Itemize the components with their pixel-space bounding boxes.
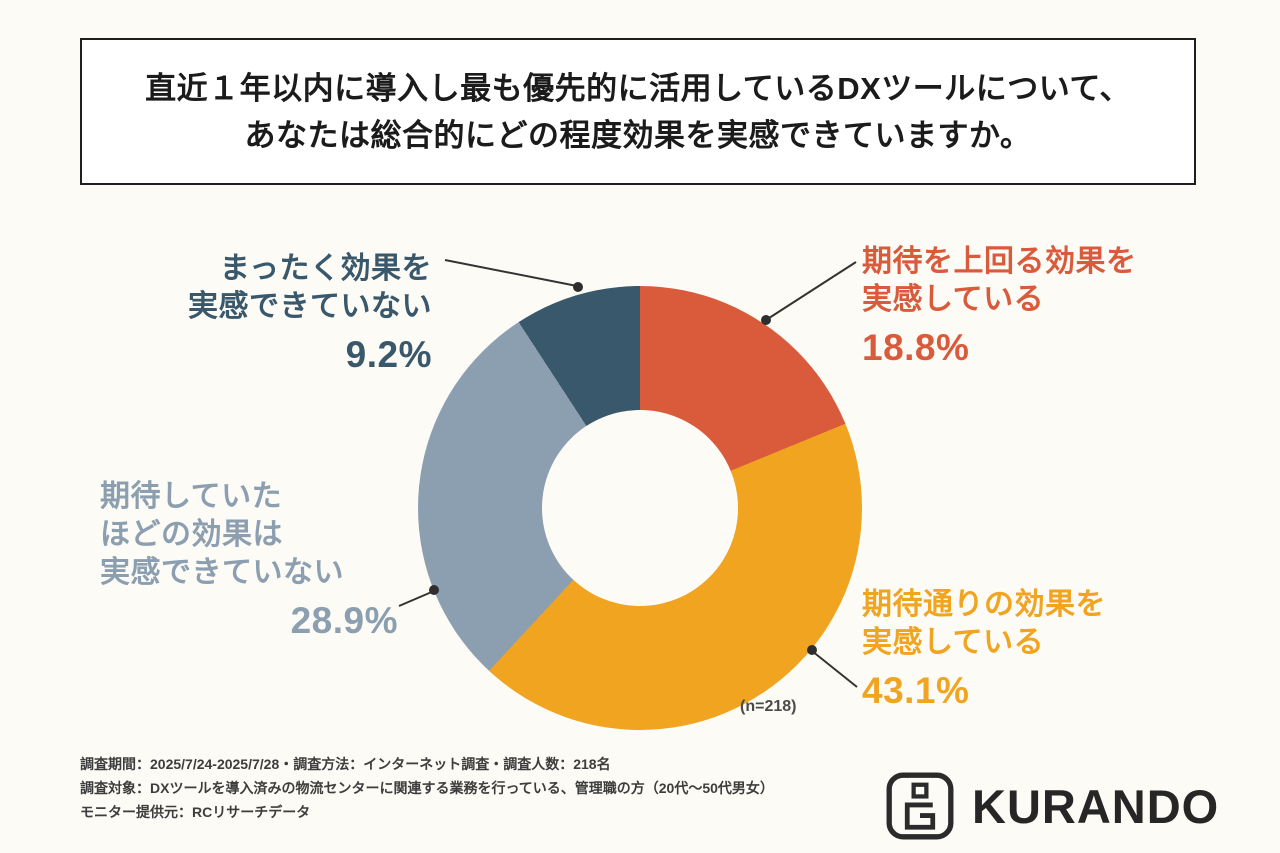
kurando-logo-text: KURANDO	[972, 779, 1220, 833]
segment-value: 9.2%	[345, 334, 432, 376]
survey-note-period: 調査期間：2025/7/24-2025/7/28・調査方法：インターネット調査・…	[80, 756, 611, 772]
segment-label-no-effect: まったく効果を 実感できていない 9.2%	[80, 250, 432, 376]
segment-label-text: 実感できていない	[188, 290, 432, 324]
segment-label-as-expected: 期待通りの効果を 実感している 43.1%	[862, 586, 1222, 712]
segment-label-text: 期待を上回る効果を	[862, 245, 1137, 278]
segment-value: 43.1%	[862, 670, 970, 712]
segment-label-text: ほどの効果は	[100, 518, 283, 552]
question-title-line2: あなたは総合的にどの程度効果を実感できていますか。	[244, 117, 1032, 153]
segment-label-exceeds-expectations: 期待を上回る効果を 実感している 18.8%	[862, 243, 1222, 369]
kurando-logo: KURANDO	[886, 772, 1219, 840]
donut-chart-hole	[542, 410, 738, 606]
survey-notes: 調査期間：2025/7/24-2025/7/28・調査方法：インターネット調査・…	[80, 753, 774, 824]
segment-label-less-than-expected: 期待していた ほどの効果は 実感できていない 28.9%	[100, 478, 398, 642]
segment-label-text: 実感している	[862, 626, 1045, 660]
sample-size-label: (n=218)	[740, 698, 797, 715]
segment-label-text: まったく効果を	[219, 252, 432, 285]
question-title-box: 直近１年以内に導入し最も優先的に活用しているDXツールについて、 あなたは総合的…	[80, 38, 1196, 185]
segment-value: 28.9%	[290, 600, 398, 642]
segment-label-text: 期待していた	[100, 480, 283, 513]
segment-value: 18.8%	[862, 327, 970, 369]
segment-label-text: 期待通りの効果を	[862, 588, 1106, 621]
question-title-line1: 直近１年以内に導入し最も優先的に活用しているDXツールについて、	[145, 71, 1131, 106]
segment-label-text: 実感できていない	[100, 556, 344, 590]
kurando-logo-icon	[886, 772, 954, 840]
segment-label-text: 実感している	[862, 283, 1045, 317]
survey-note-monitor: モニター提供元：RCリサーチデータ	[80, 803, 311, 820]
survey-note-target: 調査対象：DXツールを導入済みの物流センターに関連する業務を行っている、管理職の…	[80, 779, 774, 796]
